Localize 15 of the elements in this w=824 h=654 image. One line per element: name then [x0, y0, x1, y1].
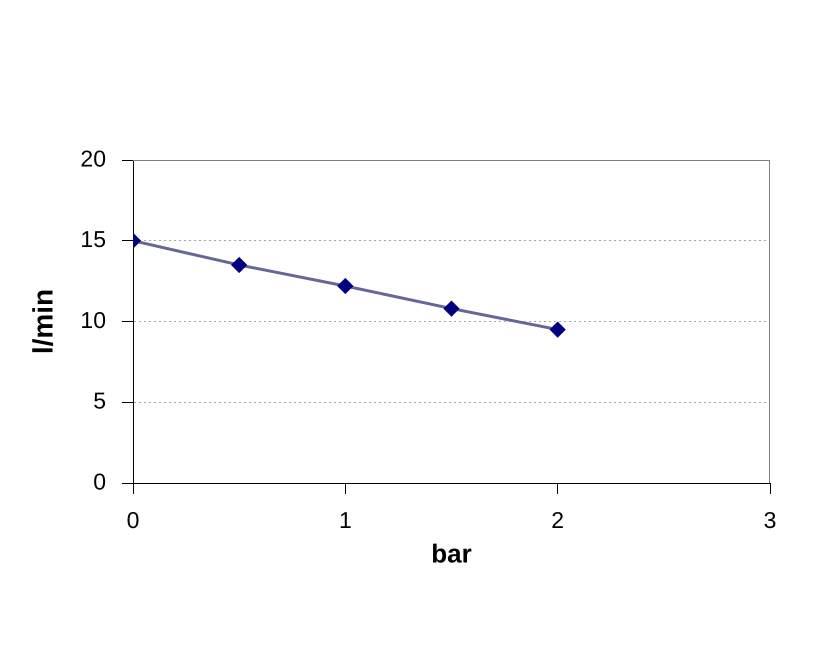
- y-tick-label: 5: [93, 388, 106, 414]
- y-tick-label: 10: [80, 306, 106, 333]
- point: [550, 322, 566, 338]
- x-tick-label: 1: [338, 507, 352, 534]
- x-axis-title: bar: [431, 538, 472, 569]
- y-tick-label: 15: [80, 226, 106, 252]
- point: [338, 278, 353, 294]
- point: [444, 301, 459, 316]
- y-tick-label: 20: [80, 145, 106, 172]
- y-tick-label: 0: [93, 468, 106, 494]
- x-tick-label: 3: [764, 507, 776, 534]
- point: [232, 257, 247, 272]
- y-axis-title: l/min: [28, 288, 59, 354]
- x-tick-label: 0: [126, 507, 140, 534]
- x-tick-label: 2: [551, 507, 564, 534]
